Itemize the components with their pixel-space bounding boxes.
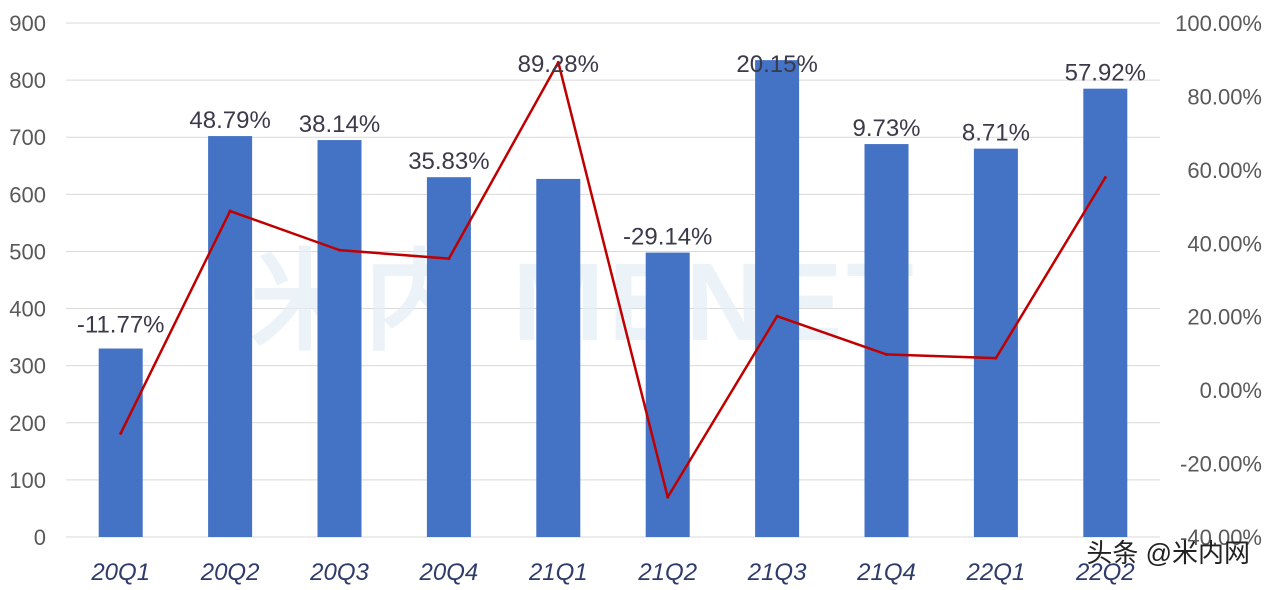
left-tick-label: 600 — [9, 182, 46, 207]
line-point — [447, 257, 451, 261]
data-label: -11.77% — [77, 312, 165, 339]
line-point — [338, 248, 341, 252]
x-tick-label: 22Q1 — [966, 559, 1026, 586]
left-tick-label: 300 — [9, 354, 46, 379]
right-tick-label: 60.00% — [1187, 158, 1262, 183]
x-tick-label: 21Q3 — [747, 559, 807, 586]
x-tick-label: 20Q4 — [419, 559, 479, 586]
bar — [536, 178, 581, 537]
bar — [755, 60, 800, 537]
left-tick-label: 800 — [9, 68, 46, 93]
x-axis-ticks: 20Q1 20Q2 20Q3 20Q4 21Q1 21Q2 21Q3 21Q4 22Q1 22Q2 — [90, 559, 1134, 586]
bar — [864, 144, 909, 537]
left-tick-label: 400 — [9, 297, 46, 322]
left-tick-label: 200 — [9, 411, 46, 436]
right-tick-label: -40.00% — [1180, 525, 1262, 550]
data-label: 20.15% — [736, 51, 817, 78]
bar — [317, 140, 362, 538]
left-tick-label: 500 — [9, 239, 46, 264]
x-tick-label: 20Q2 — [200, 559, 260, 586]
left-tick-label: 900 — [9, 11, 46, 36]
right-tick-label: -20.00% — [1180, 452, 1262, 477]
growth-line — [119, 61, 1107, 499]
line-point — [1103, 175, 1107, 179]
x-tick-label: 20Q1 — [90, 559, 150, 586]
right-tick-label: 40.00% — [1187, 231, 1262, 256]
data-label: 9.73% — [852, 115, 920, 142]
right-axis-ticks: -40.00% -20.00% 0.00% 20.00% 40.00% 60.00% 80.… — [1175, 11, 1262, 550]
data-label: 8.71% — [962, 120, 1030, 147]
bar-series — [98, 60, 1128, 538]
bar — [973, 148, 1018, 537]
x-tick-label: 21Q1 — [528, 559, 588, 586]
bar — [645, 252, 690, 537]
right-tick-label: 100.00% — [1175, 11, 1262, 36]
x-tick-label: 21Q4 — [856, 559, 916, 586]
data-label: 89.28% — [518, 51, 599, 78]
x-tick-label: 20Q3 — [309, 559, 369, 586]
left-tick-label: 700 — [9, 125, 46, 150]
bar — [426, 177, 471, 537]
bar — [208, 136, 253, 537]
x-tick-label: 21Q2 — [637, 559, 697, 586]
data-label: 35.83% — [408, 148, 489, 175]
line-point — [885, 352, 888, 356]
line-point — [994, 356, 998, 360]
data-label: 48.79% — [189, 107, 270, 134]
data-label: 57.92% — [1065, 60, 1146, 87]
data-label: 38.14% — [299, 111, 380, 138]
right-tick-label: 0.00% — [1200, 378, 1262, 403]
data-label: -29.14% — [623, 224, 712, 251]
right-tick-label: 80.00% — [1187, 84, 1262, 109]
x-tick-label: 22Q2 — [1075, 559, 1135, 586]
left-tick-label: 0 — [34, 525, 46, 550]
source-watermark: 头条 @米内网 — [1086, 538, 1250, 568]
left-axis-ticks: 0 100 200 300 400 500 600 700 800 900 — [9, 11, 46, 550]
line-point — [119, 431, 123, 435]
right-tick-label: 20.00% — [1187, 305, 1262, 330]
left-tick-label: 100 — [9, 468, 46, 493]
data-labels: -11.77% 48.79% 38.14% 35.83% 89.28% -29.14% 20… — [77, 51, 1146, 339]
line-point — [556, 60, 560, 64]
bar — [98, 348, 143, 537]
line-series — [119, 60, 1107, 499]
line-point — [666, 495, 670, 499]
line-point — [775, 314, 779, 318]
line-point — [228, 209, 232, 213]
bar — [1083, 88, 1128, 537]
